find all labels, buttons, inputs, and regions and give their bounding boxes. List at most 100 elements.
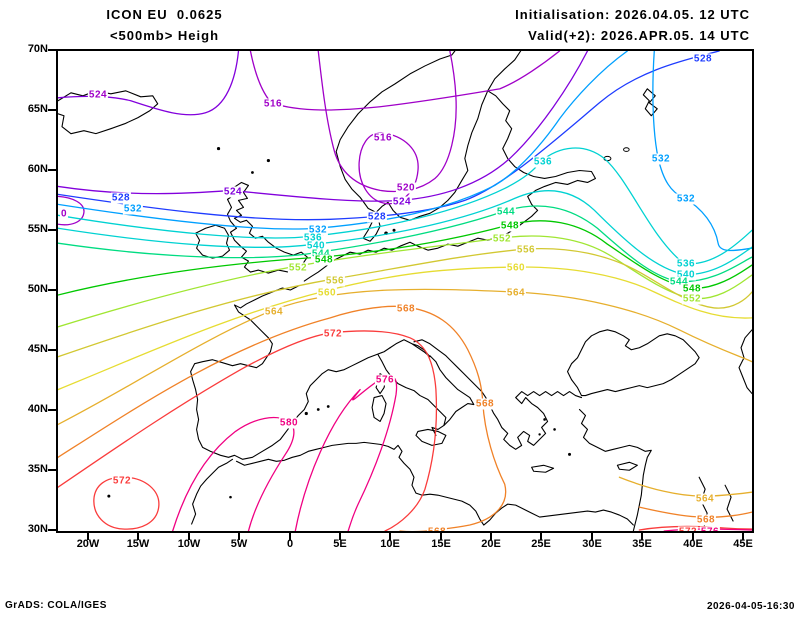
contour-label-576: 576: [374, 374, 396, 386]
contour-label-572: 572: [111, 475, 133, 487]
contour-path-528: [58, 51, 720, 221]
contour-path-532: [58, 51, 629, 230]
contour-label-568: 568: [695, 514, 717, 526]
y-tick-label: 45N: [27, 343, 48, 355]
grads-credit: GrADS: COLA/IGES: [5, 600, 107, 611]
contour-label-564: 564: [263, 306, 285, 318]
y-tick-label: 35N: [27, 463, 48, 475]
y-tick-mark: [48, 349, 56, 351]
y-tick-label: 30N: [27, 523, 48, 535]
x-tick-label: 10E: [380, 538, 400, 550]
x-tick-mark: [137, 533, 139, 540]
contour-path-524: [58, 51, 589, 202]
y-tick-label: 40N: [27, 403, 48, 415]
y-tick-mark: [48, 169, 56, 171]
field-title: <500mb> Heigh: [109, 28, 220, 43]
x-tick-mark: [238, 533, 240, 540]
contour-label-548: 548: [681, 283, 703, 295]
map-area: 524 516 516 520 0 524 524 528 528 528 532 532 532 532…: [56, 49, 754, 533]
x-tick-label: 15W: [126, 538, 150, 550]
contour-label-532: 532: [675, 193, 697, 205]
contour-path-572: [58, 330, 438, 531]
contour-path-536: [58, 147, 752, 265]
contour-label-560: 560: [505, 262, 527, 274]
y-tick-mark: [48, 49, 56, 51]
x-tick-mark: [87, 533, 89, 540]
x-tick-label: 45E: [733, 538, 753, 550]
x-tick-mark: [490, 533, 492, 540]
y-tick-mark: [48, 409, 56, 411]
x-tick-label: 5E: [333, 538, 347, 550]
x-tick-label: 0: [286, 538, 294, 550]
x-tick-mark: [339, 533, 341, 540]
coastlines: [58, 51, 752, 531]
contour-label-528: 528: [110, 192, 132, 204]
contour-label-572: 572: [322, 328, 344, 340]
contour-label-524: 524: [222, 186, 244, 198]
contour-label-552: 552: [681, 293, 703, 305]
x-tick-mark: [440, 533, 442, 540]
contour-label-572: 572: [677, 526, 699, 531]
x-tick-mark: [742, 533, 744, 540]
x-tick-label: 35E: [632, 538, 652, 550]
y-tick-label: 70N: [27, 43, 48, 55]
x-tick-mark: [540, 533, 542, 540]
x-tick-label: 20E: [481, 538, 501, 550]
contour-label-564: 564: [694, 493, 716, 505]
x-tick-mark: [188, 533, 190, 540]
contour-label-540: 540: [305, 240, 327, 252]
contour-path-572: [638, 525, 752, 531]
x-tick-mark: [591, 533, 593, 540]
x-tick-label: 30E: [582, 538, 602, 550]
contour-label-544: 544: [310, 248, 332, 260]
contour-path-564: [58, 288, 752, 426]
y-tick-mark: [48, 289, 56, 291]
contour-label-564: 564: [505, 287, 527, 299]
y-tick-mark: [48, 109, 56, 111]
contour-label-552: 552: [287, 262, 309, 274]
contour-label-548: 548: [313, 254, 335, 266]
contour-path-568: [58, 305, 507, 531]
contour-label-576: 576: [699, 526, 721, 531]
contour-label-0: 0: [59, 208, 69, 220]
y-tick-label: 50N: [27, 283, 48, 295]
contour-label-544: 544: [495, 206, 517, 218]
plot-timestamp: 2026-04-05-16:30: [706, 601, 795, 612]
x-tick-label: 5W: [230, 538, 248, 550]
contour-label-568: 568: [426, 526, 448, 531]
contour-label-528: 528: [366, 211, 388, 223]
y-tick-mark: [48, 529, 56, 531]
contour-label-556: 556: [515, 244, 537, 256]
contour-label-568: 568: [395, 303, 417, 315]
init-time-label: Initialisation: 2026.04.05. 12 UTC: [515, 7, 750, 22]
contour-label-516: 516: [262, 98, 284, 110]
model-title: ICON EU 0.0625: [106, 7, 223, 22]
contour-label-580: 580: [278, 417, 300, 429]
y-tick-label: 65N: [27, 103, 48, 115]
contour-label-544: 544: [668, 276, 690, 288]
contour-path-572: [93, 476, 160, 530]
contour-label-540: 540: [675, 269, 697, 281]
contour-label-556: 556: [324, 275, 346, 287]
x-tick-mark: [641, 533, 643, 540]
x-tick-label: 25E: [531, 538, 551, 550]
x-tick-label: 10W: [177, 538, 201, 550]
contour-label-532: 532: [122, 203, 144, 215]
x-tick-label: 15E: [431, 538, 451, 550]
contour-label-536: 536: [532, 156, 554, 168]
y-tick-mark: [48, 469, 56, 471]
contour-label-548: 548: [499, 220, 521, 232]
x-tick-label: 20W: [76, 538, 100, 550]
contour-label-524: 524: [391, 196, 413, 208]
y-tick-label: 55N: [27, 223, 48, 235]
contour-label-528: 528: [692, 53, 714, 65]
contour-label-536: 536: [302, 232, 324, 244]
contour-label-532: 532: [307, 224, 329, 236]
y-tick-mark: [48, 229, 56, 231]
y-tick-label: 60N: [27, 163, 48, 175]
contour-label-552: 552: [491, 233, 513, 245]
contour-label-536: 536: [675, 258, 697, 270]
contour-label-520: 520: [395, 182, 417, 194]
contour-label-524: 524: [87, 89, 109, 101]
